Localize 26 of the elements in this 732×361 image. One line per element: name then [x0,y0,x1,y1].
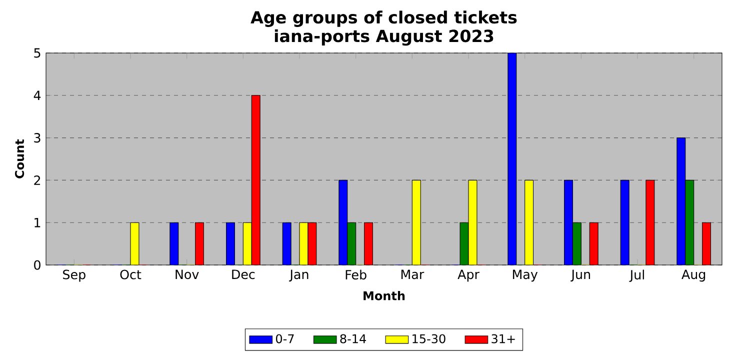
x-tick-label: Jul [629,270,644,282]
y-tick-label: 4 [34,90,41,100]
x-tick-label: Jun [570,270,590,282]
legend-label: 8-14 [340,334,366,344]
y-tick-label: 3 [34,133,40,143]
x-tick-label: Mar [401,270,424,280]
chart-title: Age groups of closed tickets [250,10,517,27]
x-tick-label: Apr [458,270,480,282]
y-tick-label: 2 [34,175,40,185]
x-tick-label: Nov [176,270,199,280]
x-tick-label: Dec [232,270,255,280]
legend-label: 15-30 [412,334,446,344]
chart-subtitle: iana-ports August 2023 [274,29,494,46]
x-tick-label: Aug [682,270,706,282]
y-axis-title: Count [15,139,24,178]
legend-label: 0-7 [276,334,294,344]
x-axis-title: Month [364,291,405,300]
y-tick-label: 1 [34,218,40,228]
legend-label: 31+ [492,334,515,344]
x-tick-label: Jan [289,270,308,282]
x-tick-label: Feb [346,270,366,280]
y-tick-label: 5 [34,48,40,58]
x-tick-label: May [512,270,538,282]
x-tick-label: Oct [120,270,142,280]
x-tick-label: Sep [63,270,86,282]
y-tick-label: 0 [34,260,40,270]
